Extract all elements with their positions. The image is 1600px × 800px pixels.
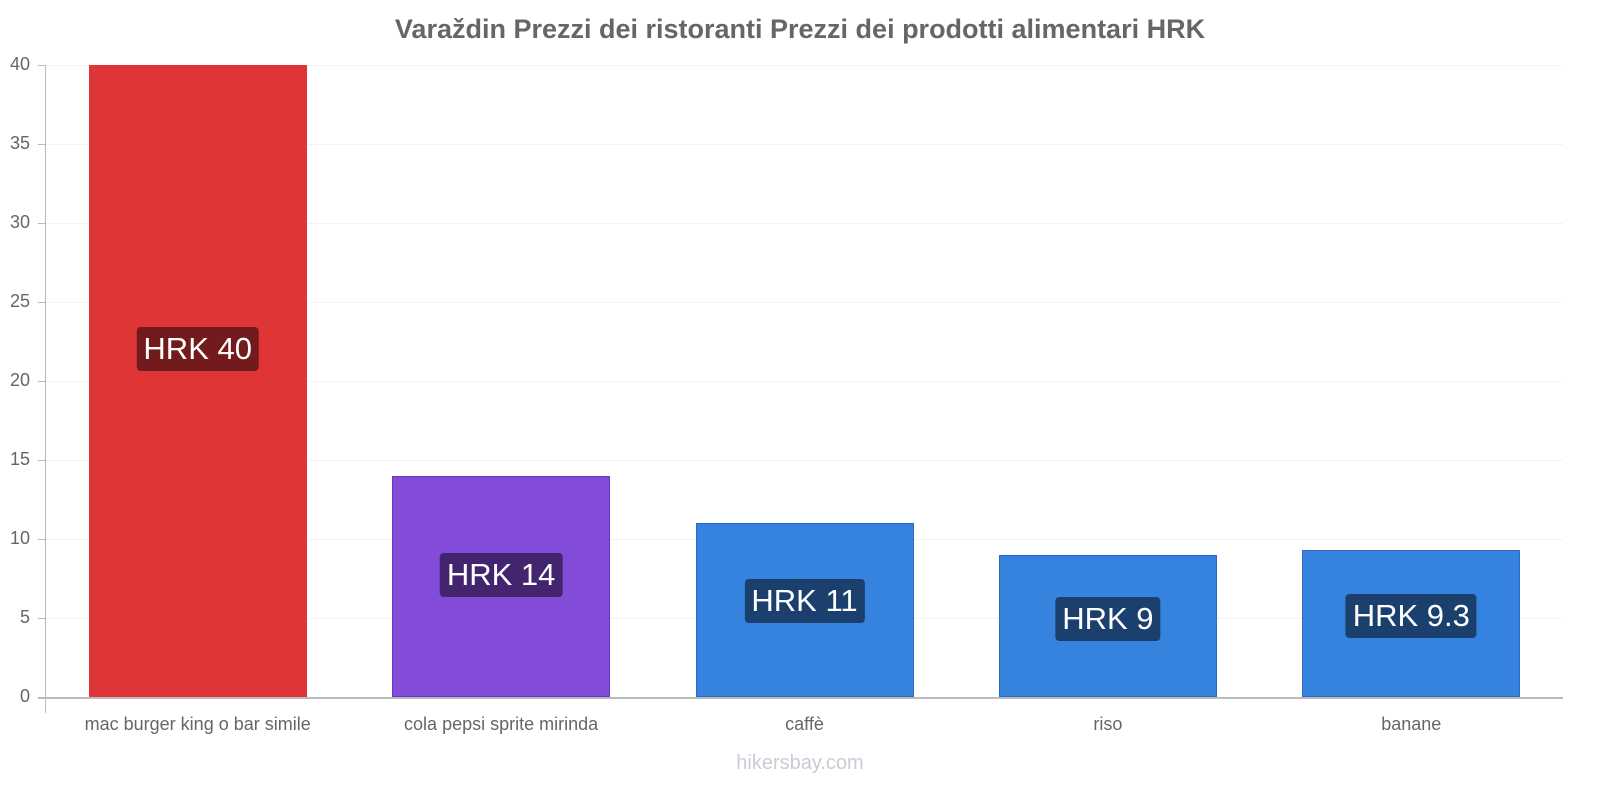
y-tick-mark xyxy=(38,144,45,145)
bar-value-label: HRK 9.3 xyxy=(1345,594,1477,639)
y-tick-mark xyxy=(38,302,45,303)
gridline xyxy=(46,65,1563,66)
y-tick-label: 40 xyxy=(9,54,30,74)
bar-value-label: HRK 14 xyxy=(439,553,563,598)
y-tick-label: 15 xyxy=(9,449,30,469)
y-tick-mark xyxy=(38,223,45,224)
y-tick-mark xyxy=(38,618,45,619)
bar[interactable] xyxy=(88,65,307,697)
bar-value-label: HRK 11 xyxy=(744,579,865,624)
chart-title: Varaždin Prezzi dei ristoranti Prezzi de… xyxy=(394,14,1206,44)
x-axis xyxy=(38,697,1563,699)
watermark: hikersbay.com xyxy=(736,752,864,774)
bar-value-label: HRK 40 xyxy=(136,327,259,371)
x-tick-label: mac burger king o bar simile xyxy=(84,714,311,734)
y-tick-mark xyxy=(38,697,45,698)
y-tick-label: 35 xyxy=(9,133,30,153)
bar-value-label: HRK 9 xyxy=(1055,596,1161,641)
y-axis xyxy=(45,65,46,713)
y-tick-label: 20 xyxy=(9,370,30,390)
y-tick-label: 10 xyxy=(9,528,30,548)
x-tick-label: cola pepsi sprite mirinda xyxy=(404,714,599,734)
y-tick-mark xyxy=(38,460,45,461)
gridline xyxy=(46,381,1563,382)
gridline xyxy=(46,460,1563,461)
y-tick-label: 25 xyxy=(9,291,30,311)
x-tick-label: banane xyxy=(1381,714,1442,734)
y-tick-label: 0 xyxy=(19,686,30,706)
y-tick-mark xyxy=(38,539,45,540)
y-tick-label: 30 xyxy=(9,212,30,232)
gridline xyxy=(46,144,1563,145)
gridline xyxy=(46,223,1563,224)
x-tick-label: riso xyxy=(1093,714,1123,734)
y-tick-mark xyxy=(38,65,45,66)
y-tick-mark xyxy=(38,381,45,382)
x-tick-label: caffè xyxy=(785,714,824,734)
gridline xyxy=(46,302,1563,303)
y-tick-label: 5 xyxy=(19,607,30,627)
